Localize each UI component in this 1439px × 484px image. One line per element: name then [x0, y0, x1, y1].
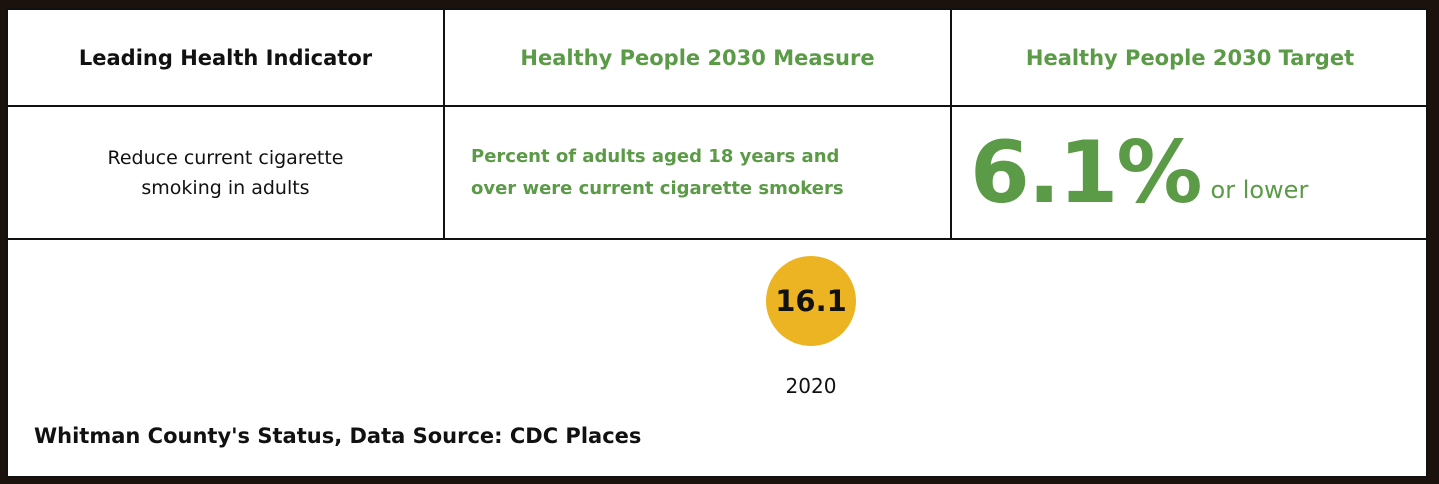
status-badge: 16.1 [766, 256, 856, 346]
text-line: over were current cigarette smokers [471, 177, 844, 199]
divider [443, 10, 445, 240]
measure-cell: Percent of adults aged 18 years and over… [445, 107, 950, 238]
status-caption: Whitman County's Status, Data Source: CD… [34, 424, 642, 448]
text-line: smoking in adults [141, 176, 310, 199]
indicator-cell: Reduce current cigarette smoking in adul… [8, 107, 443, 238]
table-frame: Leading Health Indicator Healthy People … [6, 8, 1428, 478]
status-year: 2020 [785, 374, 837, 398]
text-line: Percent of adults aged 18 years and [471, 145, 840, 167]
header-cell: Leading Health Indicator [78, 45, 373, 70]
target-suffix: or lower [1210, 175, 1309, 204]
divider [8, 105, 1426, 107]
divider [950, 10, 952, 240]
divider [8, 238, 1426, 240]
text-line: Reduce current cigarette [107, 146, 344, 169]
header-cell: Healthy People 2030 Measure [520, 45, 875, 70]
header-cell: Healthy People 2030 Target [1025, 45, 1355, 70]
target-value: 6.1% [970, 122, 1203, 223]
target-cell: 6.1% or lower [952, 107, 1428, 238]
